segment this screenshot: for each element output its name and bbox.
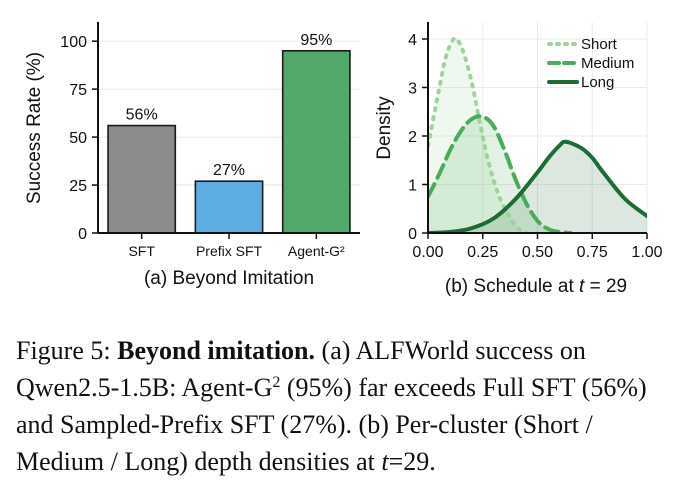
density-area-medium <box>428 116 571 233</box>
density-chart-ylabel: Density <box>374 96 395 160</box>
bar-value-label: 95% <box>300 32 332 49</box>
bar-value-label: 56% <box>126 107 158 124</box>
density-line-long <box>428 139 647 233</box>
y-tick-label: 4 <box>408 32 417 49</box>
figure-caption: Figure 5: Beyond imitation. (a) ALFWorld… <box>16 332 680 480</box>
density-chart-fills <box>428 38 647 233</box>
x-tick-label: Agent-G² <box>288 243 345 259</box>
caption-text-1: (a) ALFWorld success on Qwen2.5-1.5B: Ag… <box>16 336 586 402</box>
x-tick-label: SFT <box>128 243 155 259</box>
bar <box>107 124 177 234</box>
y-tick-label: 25 <box>69 178 87 195</box>
figure: 56% 27% 95% 0 25 50 75 100 SFT Prefix SFT Agent-G… <box>24 22 663 297</box>
x-tick-label: 0.25 <box>467 244 498 261</box>
density-chart-legend: Short Medium Long <box>547 36 634 91</box>
x-tick-label: 0.00 <box>412 244 443 261</box>
bar <box>281 49 351 234</box>
caption-text-3: =29. <box>388 447 436 476</box>
density-chart-subtitle-post: = 29 <box>584 276 627 297</box>
y-tick-label: 3 <box>408 80 417 97</box>
y-tick-label: 1 <box>408 177 417 194</box>
density-chart-subtitle-pre: (b) Schedule at <box>445 276 579 297</box>
legend-label-long: Long <box>581 74 614 91</box>
density-line-short <box>428 36 529 233</box>
bar-chart-ylabel: Success Rate (%) <box>24 52 45 204</box>
density-line-medium <box>428 114 573 233</box>
bar-value-label: 27% <box>213 162 245 179</box>
caption-bold-title: Beyond imitation. <box>117 336 316 365</box>
y-tick-label: 0 <box>78 226 87 243</box>
y-tick-label: 100 <box>60 34 87 51</box>
bar-chart-bars: 56% 27% 95% <box>107 32 351 234</box>
y-tick-label: 2 <box>408 129 417 146</box>
caption-prefix: Figure 5: <box>16 336 118 365</box>
legend-label-short: Short <box>581 36 618 53</box>
density-chart-subtitle-var: t <box>579 276 585 297</box>
density-chart-ticks: 0 1 2 3 4 0.00 0.25 0.50 0.75 1.00 <box>408 32 663 261</box>
caption-text-2: (95%) far exceeds Full SFT (56%) and Sam… <box>16 373 647 476</box>
x-tick-label: Prefix SFT <box>196 243 263 259</box>
density-chart-lines <box>428 36 647 233</box>
bar-chart-ticks: 0 25 50 75 100 SFT Prefix SFT Agent-G² <box>60 34 345 259</box>
bar <box>194 180 264 234</box>
bar-chart-subtitle: (a) Beyond Imitation <box>144 268 314 289</box>
y-tick-label: 0 <box>408 226 417 243</box>
y-tick-label: 75 <box>69 82 87 99</box>
x-tick-label: 1.00 <box>631 244 662 261</box>
density-area-short <box>428 38 527 233</box>
x-tick-label: 0.75 <box>577 244 608 261</box>
caption-variable: t <box>381 447 389 476</box>
caption-superscript: 2 <box>272 374 281 391</box>
x-tick-label: 0.50 <box>522 244 553 261</box>
density-chart-subtitle: (b) Schedule at t = 29 <box>445 276 627 297</box>
bar-chart-panel: 56% 27% 95% 0 25 50 75 100 SFT Prefix SFT Agent-G… <box>24 22 360 289</box>
legend-label-medium: Medium <box>581 55 634 72</box>
density-chart-panel: 0 1 2 3 4 0.00 0.25 0.50 0.75 1.00 Short Medium Lon… <box>374 22 663 297</box>
density-area-long <box>428 141 647 233</box>
y-tick-label: 50 <box>69 130 87 147</box>
